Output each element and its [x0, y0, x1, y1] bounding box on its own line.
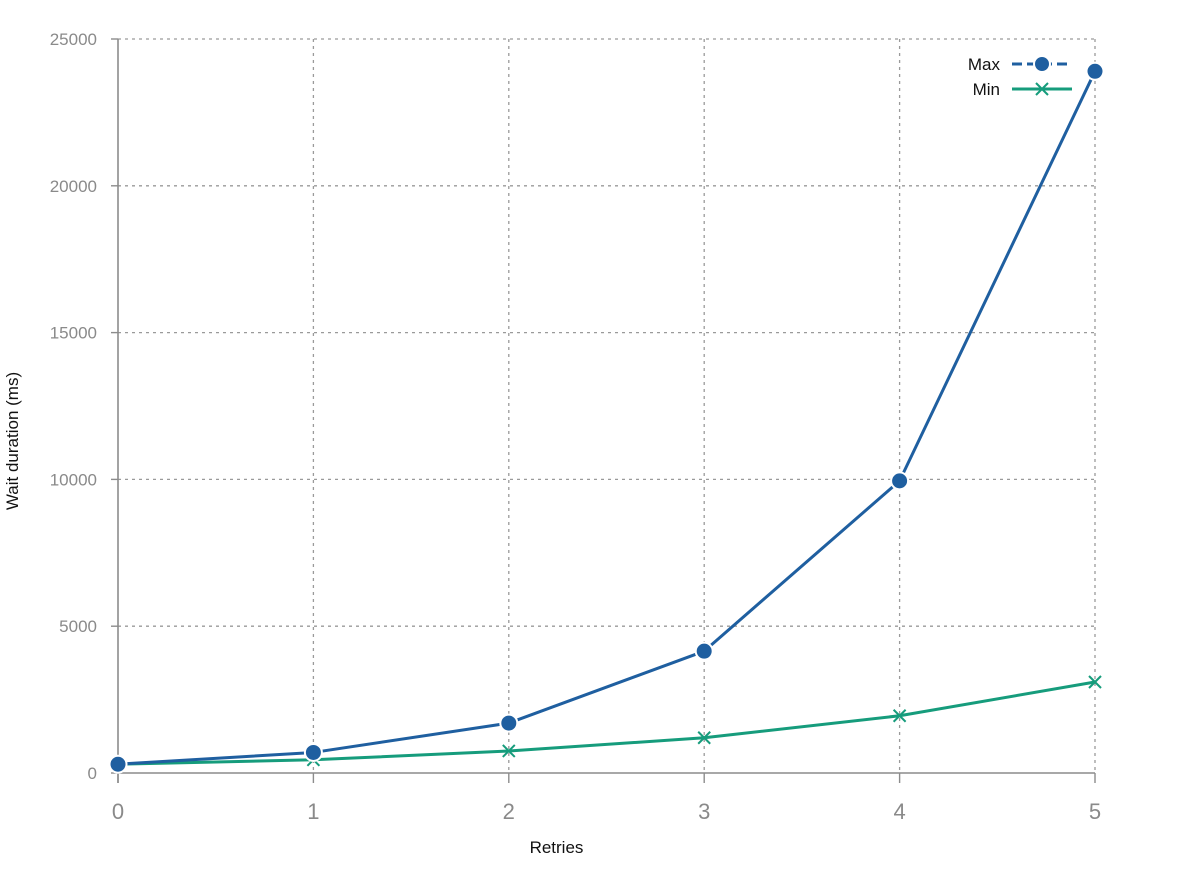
- series-line-min: [116, 680, 1097, 766]
- data-point-min: [892, 709, 907, 723]
- x-marker-stroke: [502, 744, 516, 758]
- data-point-max: [890, 471, 910, 491]
- grid: [118, 38, 1096, 773]
- axes: 0 5000 10000 15000 20000 25000 0 1 2 3 4 5: [50, 30, 1101, 824]
- y-tick-label: 10000: [50, 470, 97, 489]
- legend-label-max: Max: [968, 55, 1001, 74]
- x-tick-label: 4: [893, 799, 905, 824]
- x-marker-stroke: [892, 709, 907, 723]
- series-max: [108, 61, 1105, 774]
- data-point-max: [108, 754, 128, 774]
- data-point-min: [502, 744, 516, 758]
- legend-item-max: Max: [968, 55, 1072, 74]
- y-tick-label: 0: [88, 764, 97, 783]
- x-tick-label: 3: [698, 799, 710, 824]
- data-point-max: [1085, 61, 1105, 81]
- data-point-max: [303, 742, 323, 762]
- data-point-max: [499, 713, 519, 733]
- legend-item-min: Min: [973, 80, 1072, 99]
- y-tick-label: 15000: [50, 324, 97, 343]
- legend-marker-min: [1035, 82, 1049, 96]
- y-tick-label: 20000: [50, 177, 97, 196]
- legend-marker-max: [1033, 55, 1051, 73]
- x-marker-stroke: [697, 731, 711, 745]
- y-tick-label: 5000: [59, 617, 97, 636]
- y-axis-title: Wait duration (ms): [3, 372, 22, 510]
- x-axis-title: Retries: [530, 838, 584, 857]
- x-marker-stroke: [1035, 82, 1049, 96]
- x-tick-label: 1: [307, 799, 319, 824]
- data-point-min: [697, 731, 711, 745]
- y-tick-label: 25000: [50, 30, 97, 49]
- series-line-max: [116, 69, 1097, 766]
- x-tick-label: 5: [1089, 799, 1101, 824]
- data-point-max: [694, 641, 714, 661]
- x-marker-stroke: [1088, 675, 1102, 689]
- x-tick-label: 0: [112, 799, 124, 824]
- x-tick-label: 2: [503, 799, 515, 824]
- series-layer: [108, 61, 1105, 774]
- data-point-min: [1088, 675, 1102, 689]
- legend-label-min: Min: [973, 80, 1000, 99]
- legend: Max Min: [968, 55, 1072, 99]
